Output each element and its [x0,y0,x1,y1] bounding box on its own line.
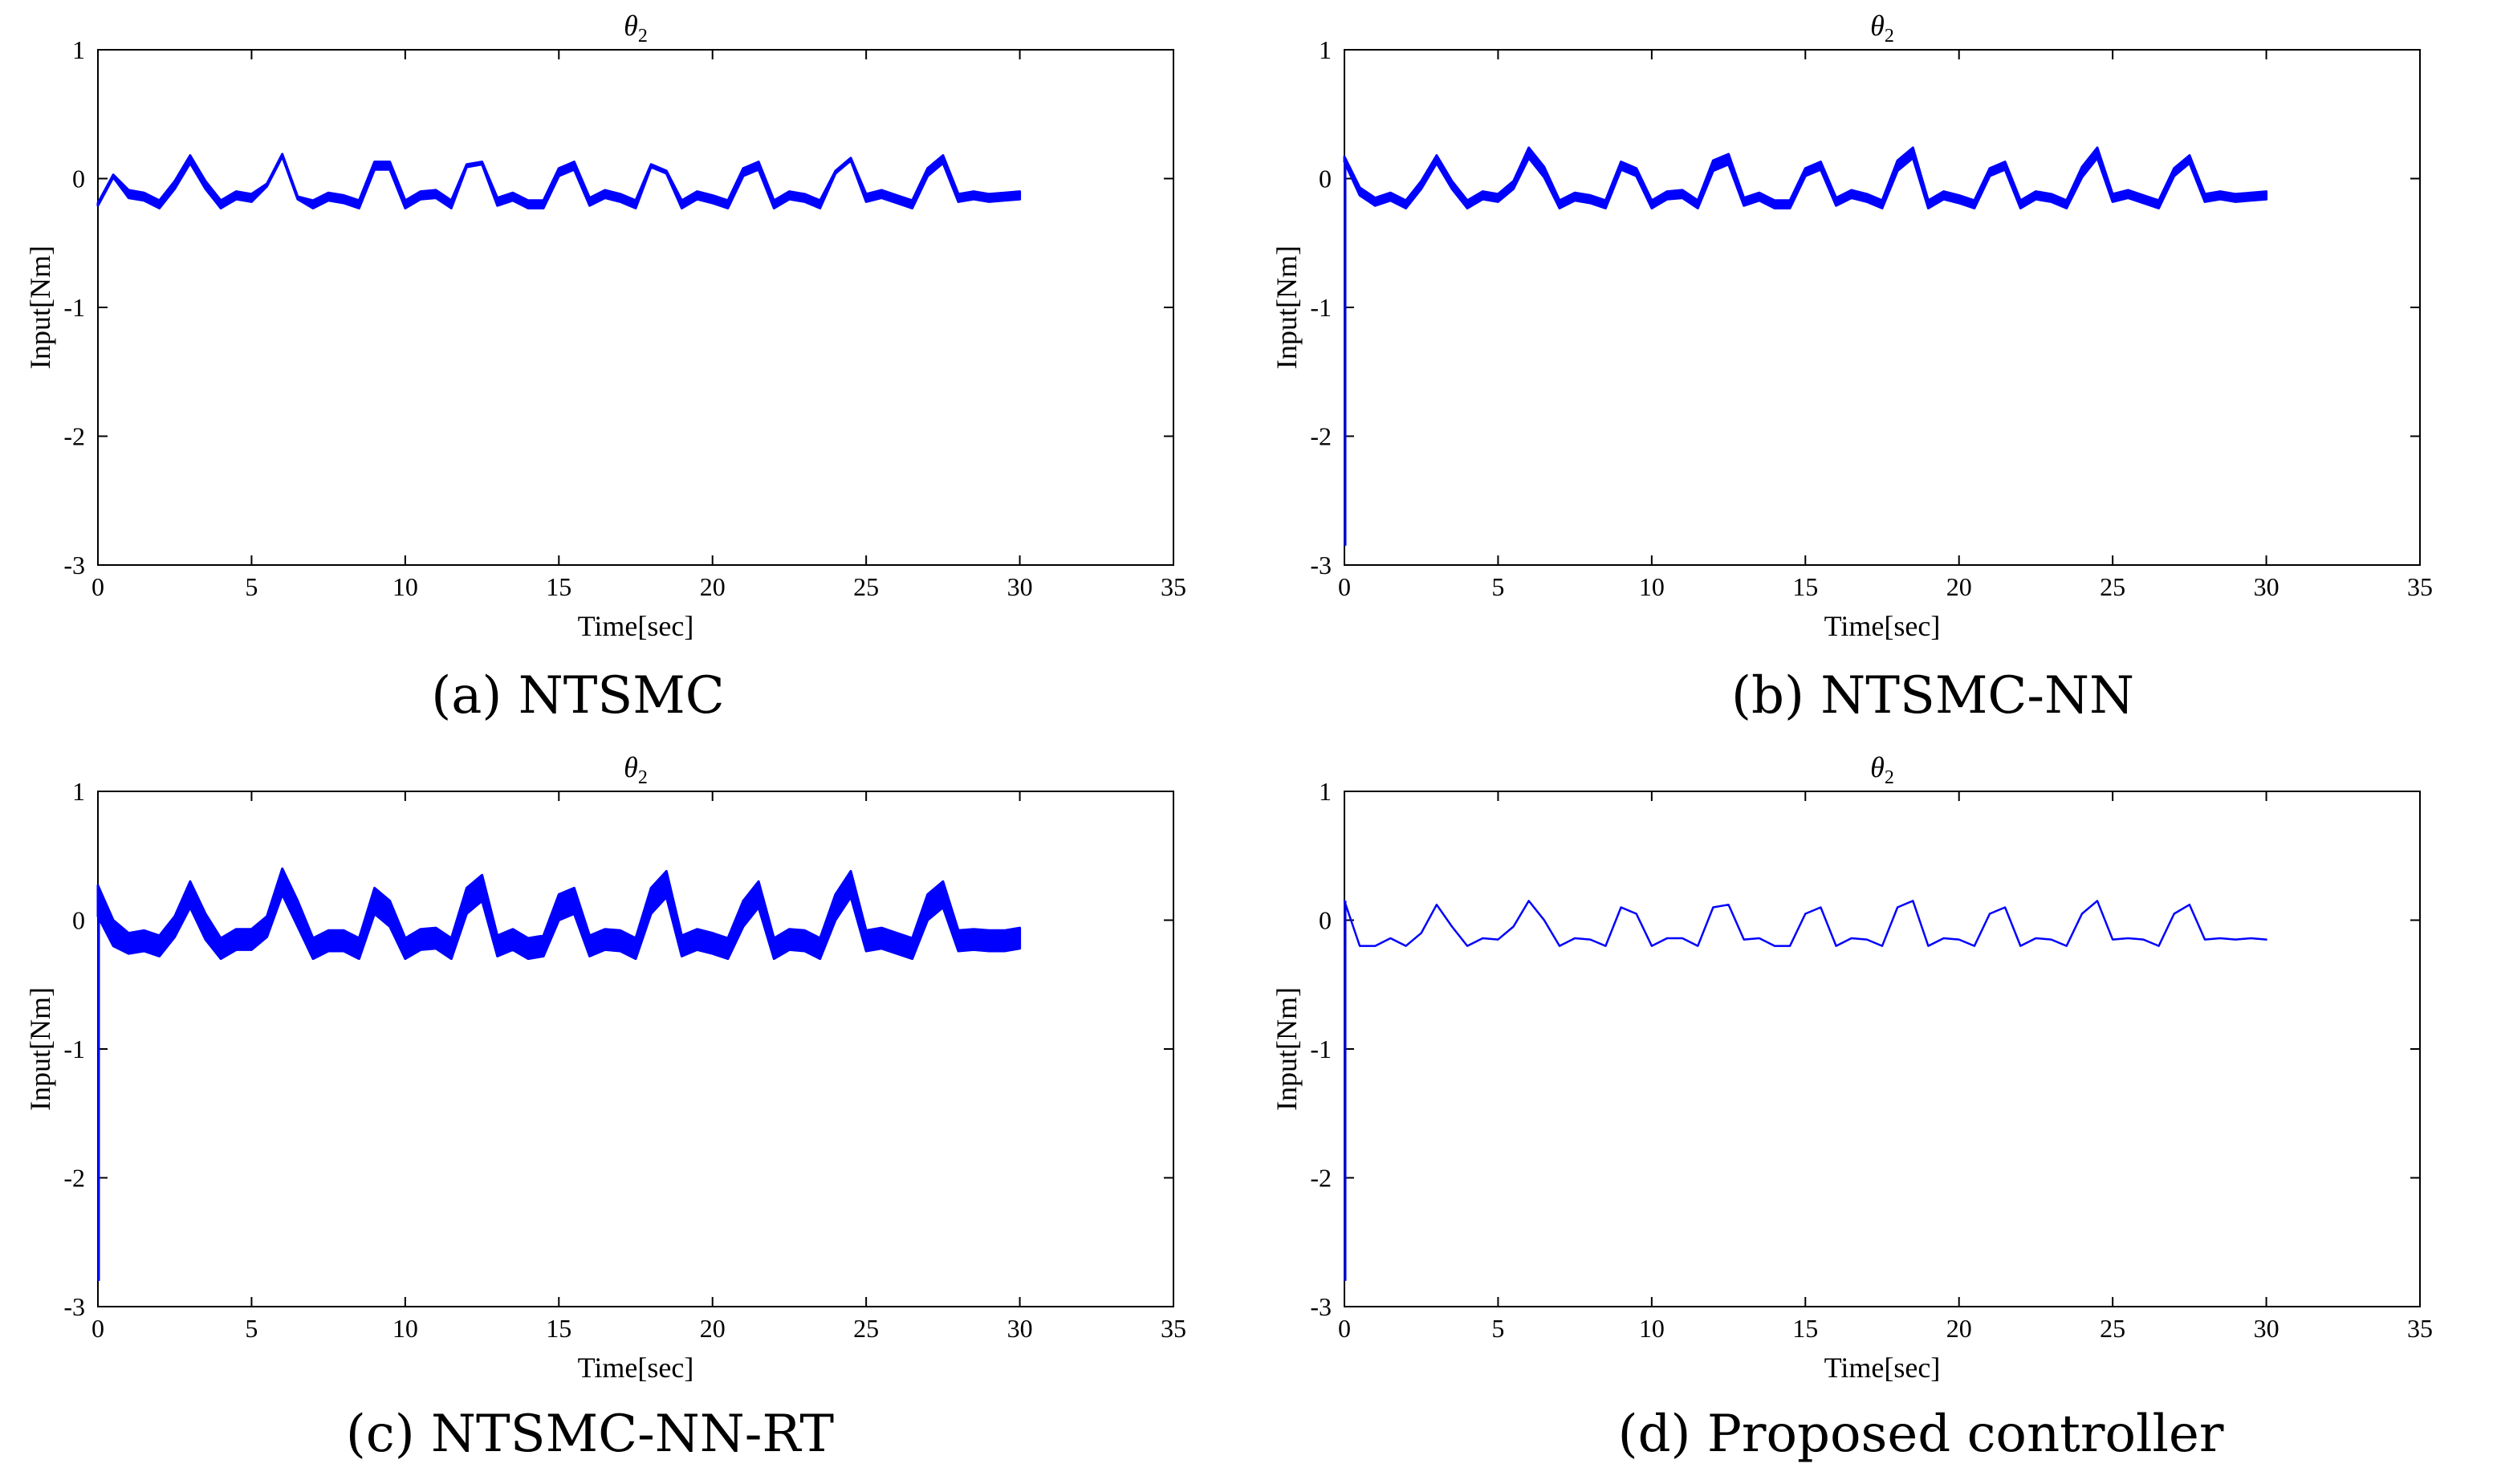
x-tick-label: 30 [2254,1314,2279,1343]
series-band [1343,146,2268,209]
y-axis-label: Input[Nm] [1271,246,1303,369]
chart-title: θ2 [624,751,648,788]
y-tick-label: -3 [63,551,85,579]
y-axis-label: Input[Nm] [24,246,56,369]
caption-d: (d) Proposed controller [1617,1405,2224,1464]
x-tick-label: 15 [546,572,571,601]
chart-c-svg: 0 5 10 15 20 25 30 35 -3 -2 -1 0 1 θ2 Time[sec] Input[N… [24,751,1186,1384]
x-axis-label: Time[sec] [578,610,694,642]
x-tick-label: 25 [2100,1314,2125,1343]
x-axis-label: Time[sec] [1824,1352,1941,1384]
x-tick-label: 10 [1639,572,1665,601]
x-tick-label: 10 [392,1314,418,1343]
x-tick-label: 0 [92,1314,104,1343]
y-tick-label: 1 [72,35,85,64]
y-tick-label: 1 [1319,35,1332,64]
chart-title: θ2 [1870,10,1894,47]
y-tick-label: -2 [1310,1164,1332,1193]
x-tick-label: 35 [2407,1314,2433,1343]
chart-panel-a: 0 5 10 15 20 25 30 35 -3 -2 -1 0 1 θ2 Time[sec] Input[N… [0,0,1246,742]
y-tick-label: 1 [1319,777,1332,806]
y-tick-label: -1 [63,1035,85,1063]
series-band [96,867,1022,961]
series-line [96,154,1021,205]
y-tick-label: -1 [63,293,85,322]
x-tick-label: 20 [1946,1314,1972,1343]
y-tick-label: 0 [72,906,85,935]
chart-panel-b: 0 5 10 15 20 25 30 35 -3 -2 -1 0 1 θ2 Time[sec] Input[N… [1246,0,2493,742]
caption-b: (b) NTSMC-NN [1731,666,2134,726]
x-tick-label: 15 [546,1314,571,1343]
chart-title-subscript: 2 [638,26,648,47]
y-tick-label: -3 [1310,551,1332,579]
y-axis-label: Input[Nm] [1271,987,1303,1111]
x-tick-label: 20 [700,1314,726,1343]
x-tick-label: 5 [245,572,258,601]
y-tick-label: 1 [72,777,85,806]
x-tick-label: 30 [1007,1314,1033,1343]
chart-title-subscript: 2 [1885,26,1894,47]
chart-panel-d: 0 5 10 15 20 25 30 35 -3 -2 -1 0 1 θ2 Time[sec] Input[N… [1246,742,2493,1484]
series-line [96,880,1021,950]
y-tick-label: 0 [1319,906,1332,935]
x-tick-label: 0 [92,572,104,601]
x-tick-label: 30 [1007,572,1033,601]
x-tick-label: 5 [245,1314,258,1343]
y-tick-label: -1 [1310,1035,1332,1063]
x-tick-label: 35 [1161,1314,1186,1343]
x-tick-label: 25 [853,1314,879,1343]
y-tick-label: -2 [63,422,85,451]
axes-frame [1344,791,2421,1307]
series-band [96,152,1022,209]
y-tick-label: 0 [1319,165,1332,193]
x-tick-label: 10 [392,572,418,601]
x-tick-label: 15 [1792,1314,1818,1343]
y-axis-label: Input[Nm] [24,987,56,1111]
y-tick-label: -3 [63,1292,85,1321]
chart-b-svg: 0 5 10 15 20 25 30 35 -3 -2 -1 0 1 θ2 Time[sec] Input[N… [1271,10,2433,642]
x-tick-label: 0 [1338,1314,1351,1343]
chart-a-svg: 0 5 10 15 20 25 30 35 -3 -2 -1 0 1 θ2 Time[sec] Input[N… [24,10,1186,642]
axes-frame [97,49,1174,566]
y-tick-label: -1 [1310,293,1332,322]
y-tick-label: 0 [72,165,85,193]
y-tick-label: -3 [1310,1292,1332,1321]
series-line [1343,152,2267,205]
x-tick-label: 30 [2254,572,2279,601]
caption-a: (a) NTSMC [431,666,725,726]
x-tick-label: 15 [1792,572,1818,601]
chart-title: θ2 [1870,751,1894,788]
x-axis-label: Time[sec] [1824,610,1941,642]
chart-panel-c: 0 5 10 15 20 25 30 35 -3 -2 -1 0 1 θ2 Time[sec] Input[N… [0,742,1246,1484]
chart-d-svg: 0 5 10 15 20 25 30 35 -3 -2 -1 0 1 θ2 Time[sec] Input[N… [1271,751,2433,1384]
x-tick-label: 20 [1946,572,1972,601]
x-tick-label: 5 [1491,1314,1504,1343]
x-axis-label: Time[sec] [578,1352,694,1384]
y-tick-label: -2 [63,1164,85,1193]
chart-title-subscript: 2 [638,767,648,788]
x-tick-label: 20 [700,572,726,601]
y-tick-label: -2 [1310,422,1332,451]
chart-title: θ2 [624,10,648,47]
series-line [1343,900,2267,947]
caption-c: (c) NTSMC-NN-RT [345,1405,835,1464]
x-tick-label: 25 [853,572,879,601]
x-tick-label: 25 [2100,572,2125,601]
x-tick-label: 0 [1338,572,1351,601]
axes-frame [1344,49,2421,566]
x-tick-label: 35 [1161,572,1186,601]
x-tick-label: 35 [2407,572,2433,601]
chart-title-subscript: 2 [1885,767,1894,788]
axes-frame [97,791,1174,1307]
x-tick-label: 10 [1639,1314,1665,1343]
x-tick-label: 5 [1491,572,1504,601]
